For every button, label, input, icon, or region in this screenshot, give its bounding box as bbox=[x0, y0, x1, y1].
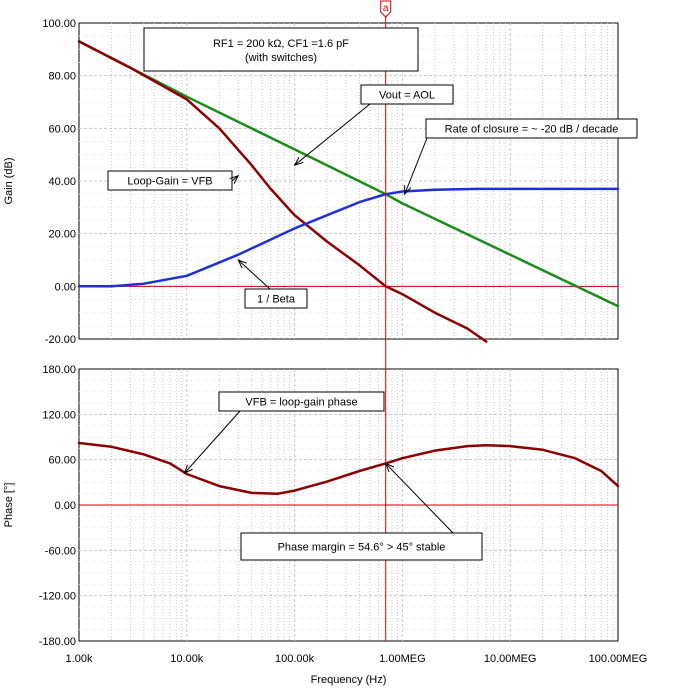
phase-margin-note-box bbox=[240, 532, 483, 561]
gain-y-tick-label: 0.00 bbox=[55, 281, 76, 293]
frequency-tick-label: 100.00MEG bbox=[589, 653, 648, 665]
vfb-phase-note-text: VFB = loop-gain phase bbox=[245, 397, 357, 409]
phase-margin-note-arrow-line bbox=[385, 463, 454, 534]
vfb-phase-note-box bbox=[218, 391, 385, 412]
frequency-tick-label: 1.00k bbox=[66, 653, 93, 665]
cursor-marker-tag[interactable] bbox=[380, 0, 392, 18]
title-note-line: (with switches) bbox=[245, 52, 317, 64]
phase-margin-note-text: Phase margin = 54.6° > 45° stable bbox=[278, 542, 446, 554]
vfb-phase-note-arrow-line bbox=[184, 410, 241, 474]
phase-y-tick-label: 120.00 bbox=[42, 409, 76, 421]
gain-y-tick-label: 40.00 bbox=[48, 176, 76, 188]
vfb-note-arrow-line bbox=[231, 175, 239, 182]
title-note-box bbox=[143, 27, 419, 72]
phase-y-tick-label: -180.00 bbox=[39, 636, 76, 648]
gain-y-tick-label: -20.00 bbox=[45, 334, 76, 346]
series-1-beta-line bbox=[77, 187, 620, 288]
phase-panel: 180.00 120.00 60.00 0.00 -60.00 -120.00 -180.0… bbox=[3, 364, 647, 686]
phase-y-tick-label: -120.00 bbox=[39, 591, 76, 603]
vfb-phase-note-arrow-head bbox=[183, 464, 193, 475]
gain-y-ticks: 100.00 80.00 60.00 40.00 20.00 0.00 -20.00 bbox=[42, 18, 76, 346]
aol-note-text: Vout = AOL bbox=[379, 90, 435, 102]
phase-y-tick-label: 180.00 bbox=[42, 364, 76, 376]
vfb-note-text: Loop-Gain = VFB bbox=[127, 176, 212, 188]
phase-margin-note-arrow-head bbox=[384, 462, 395, 472]
gain-y-axis-label: Gain (dB) bbox=[3, 157, 15, 204]
phase-y-tick-label: 60.00 bbox=[48, 455, 76, 467]
gain-y-tick-label: 20.00 bbox=[48, 229, 76, 241]
closure-note-box bbox=[425, 118, 638, 139]
title-note-line: RF1 = 200 kΩ, CF1 =1.6 pF bbox=[213, 38, 349, 50]
aol-note-arrow-head bbox=[293, 157, 304, 167]
beta-note-text: 1 / Beta bbox=[257, 294, 296, 306]
vfb-note-arrow-head bbox=[229, 174, 240, 184]
phase-y-tick-label: 0.00 bbox=[55, 500, 76, 512]
phase-y-axis-label: Phase [°] bbox=[3, 483, 15, 528]
cursor-marker-label: a bbox=[383, 3, 389, 14]
closure-note-arrow-head bbox=[404, 185, 412, 196]
annotations-layer: RF1 = 200 kΩ, CF1 =1.6 pF (with switches)… bbox=[107, 27, 638, 561]
aol-note-arrow-line bbox=[294, 103, 371, 166]
series-loop-gain-vfb-line bbox=[77, 40, 488, 343]
beta-note-arrow-line bbox=[237, 259, 271, 290]
gain-y-tick-label: 100.00 bbox=[42, 18, 76, 30]
closure-note-text: Rate of closure = ~ -20 dB / decade bbox=[445, 124, 619, 136]
frequency-tick-label: 100.00k bbox=[275, 653, 315, 665]
frequency-x-ticks: 1.00k 10.00k 100.00k 1.00MEG 10.00MEG 100.00M… bbox=[66, 653, 648, 665]
phase-y-ticks: 180.00 120.00 60.00 0.00 -60.00 -120.00 -180.0… bbox=[39, 364, 76, 648]
series-vfb-loop-gain-phase-line bbox=[77, 441, 620, 495]
beta-note-box bbox=[244, 288, 308, 309]
gain-y-tick-label: 60.00 bbox=[48, 123, 76, 135]
frequency-tick-label: 10.00k bbox=[170, 653, 204, 665]
beta-note-arrow-head bbox=[237, 259, 247, 269]
frequency-tick-label: 1.00MEG bbox=[379, 653, 425, 665]
gain-y-tick-label: 80.00 bbox=[48, 71, 76, 83]
phase-series-group bbox=[77, 441, 620, 506]
closure-note-arrow-line bbox=[404, 137, 428, 195]
phase-y-tick-label: -60.00 bbox=[45, 545, 76, 557]
frequency-tick-label: 10.00MEG bbox=[484, 653, 537, 665]
aol-note-box bbox=[360, 84, 454, 105]
frequency-x-axis-label: Frequency (Hz) bbox=[311, 674, 387, 686]
